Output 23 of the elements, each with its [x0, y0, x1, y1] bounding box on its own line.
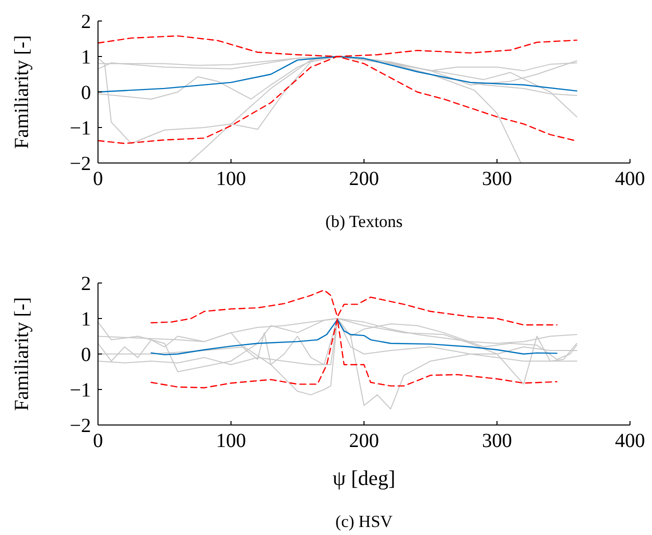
y-tick-label: 1: [81, 308, 91, 330]
x-axis-title: ψ [deg]: [332, 466, 396, 490]
y-tick-label: 2: [81, 273, 91, 295]
x-tick-label: 300: [482, 168, 512, 190]
text: (b) Textons: [325, 212, 403, 231]
y-tick-label: 0: [81, 344, 91, 366]
x-tick-label: 400: [615, 168, 645, 190]
y-tick-label: −2: [70, 415, 91, 437]
x-tick-label: 300: [482, 430, 512, 452]
y-tick-label: −2: [70, 153, 91, 175]
y-axis-title: Familiarity [-]: [11, 35, 33, 149]
y-tick-label: 2: [81, 11, 91, 33]
y-tick-label: 1: [81, 46, 91, 68]
y-tick-label: −1: [70, 118, 91, 140]
y-tick-label: −1: [70, 380, 91, 402]
x-tick-label: 100: [216, 430, 246, 452]
y-tick-label: 0: [81, 82, 91, 104]
y-axis-title: Familiarity [-]: [11, 297, 33, 411]
x-tick-label: 200: [349, 168, 379, 190]
x-tick-label: 200: [349, 430, 379, 452]
text: (c) HSV: [335, 512, 394, 531]
x-tick-label: 400: [615, 430, 645, 452]
x-tick-label: 100: [216, 168, 246, 190]
